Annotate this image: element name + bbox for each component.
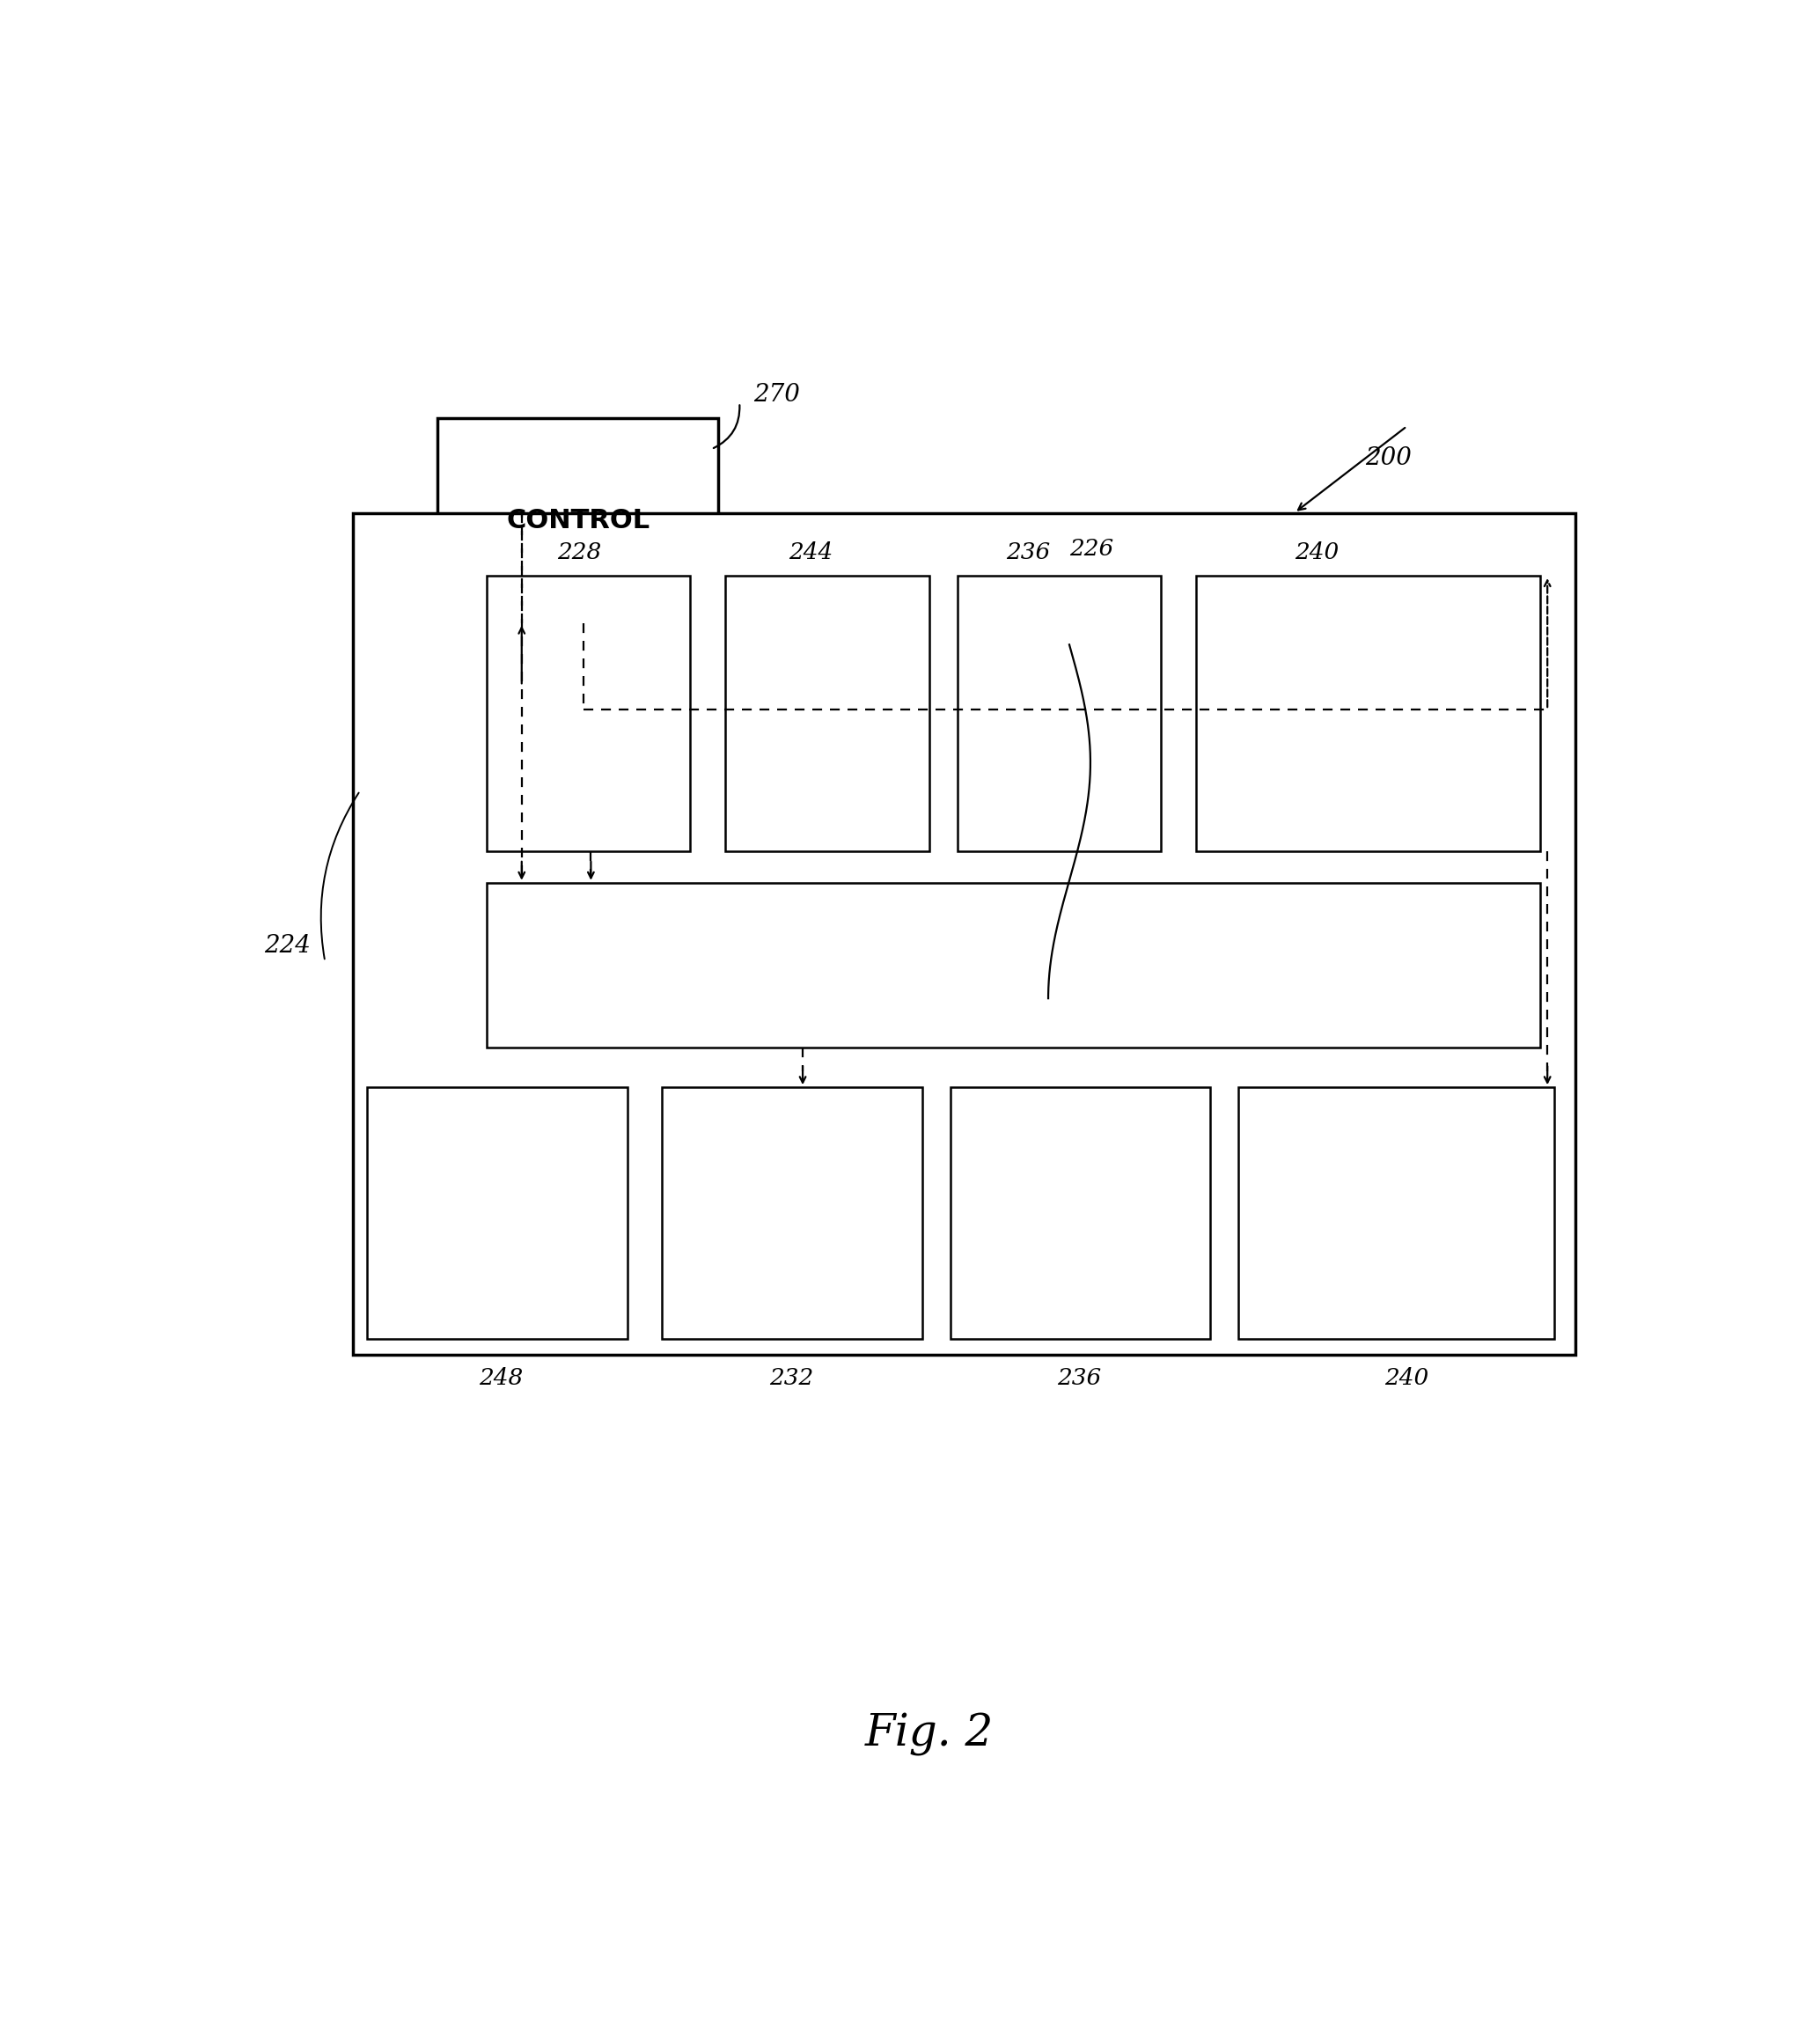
Text: 240: 240 [1294, 542, 1338, 564]
Text: 224: 224 [265, 934, 312, 957]
Text: 236: 236 [1006, 542, 1052, 564]
Bar [957, 576, 1160, 850]
Text: 244: 244 [789, 542, 832, 564]
Text: 270: 270 [754, 382, 800, 407]
Bar [354, 513, 1575, 1355]
Text: 248: 248 [479, 1367, 522, 1390]
Bar [1197, 576, 1541, 850]
Bar [950, 1087, 1211, 1339]
Text: 240: 240 [1385, 1367, 1429, 1390]
Text: 200: 200 [1365, 446, 1411, 470]
Text: CONTROL: CONTROL [506, 509, 649, 533]
Text: 232: 232 [769, 1367, 814, 1390]
Text: Fig. 2: Fig. 2 [865, 1713, 994, 1756]
Text: 236: 236 [1057, 1367, 1102, 1390]
Bar [725, 576, 928, 850]
Bar [437, 419, 718, 623]
Bar [486, 576, 691, 850]
Bar [486, 883, 1541, 1049]
Bar [1238, 1087, 1554, 1339]
Bar [662, 1087, 923, 1339]
Text: 228: 228 [557, 542, 602, 564]
Bar [366, 1087, 627, 1339]
Text: 226: 226 [1070, 538, 1113, 560]
